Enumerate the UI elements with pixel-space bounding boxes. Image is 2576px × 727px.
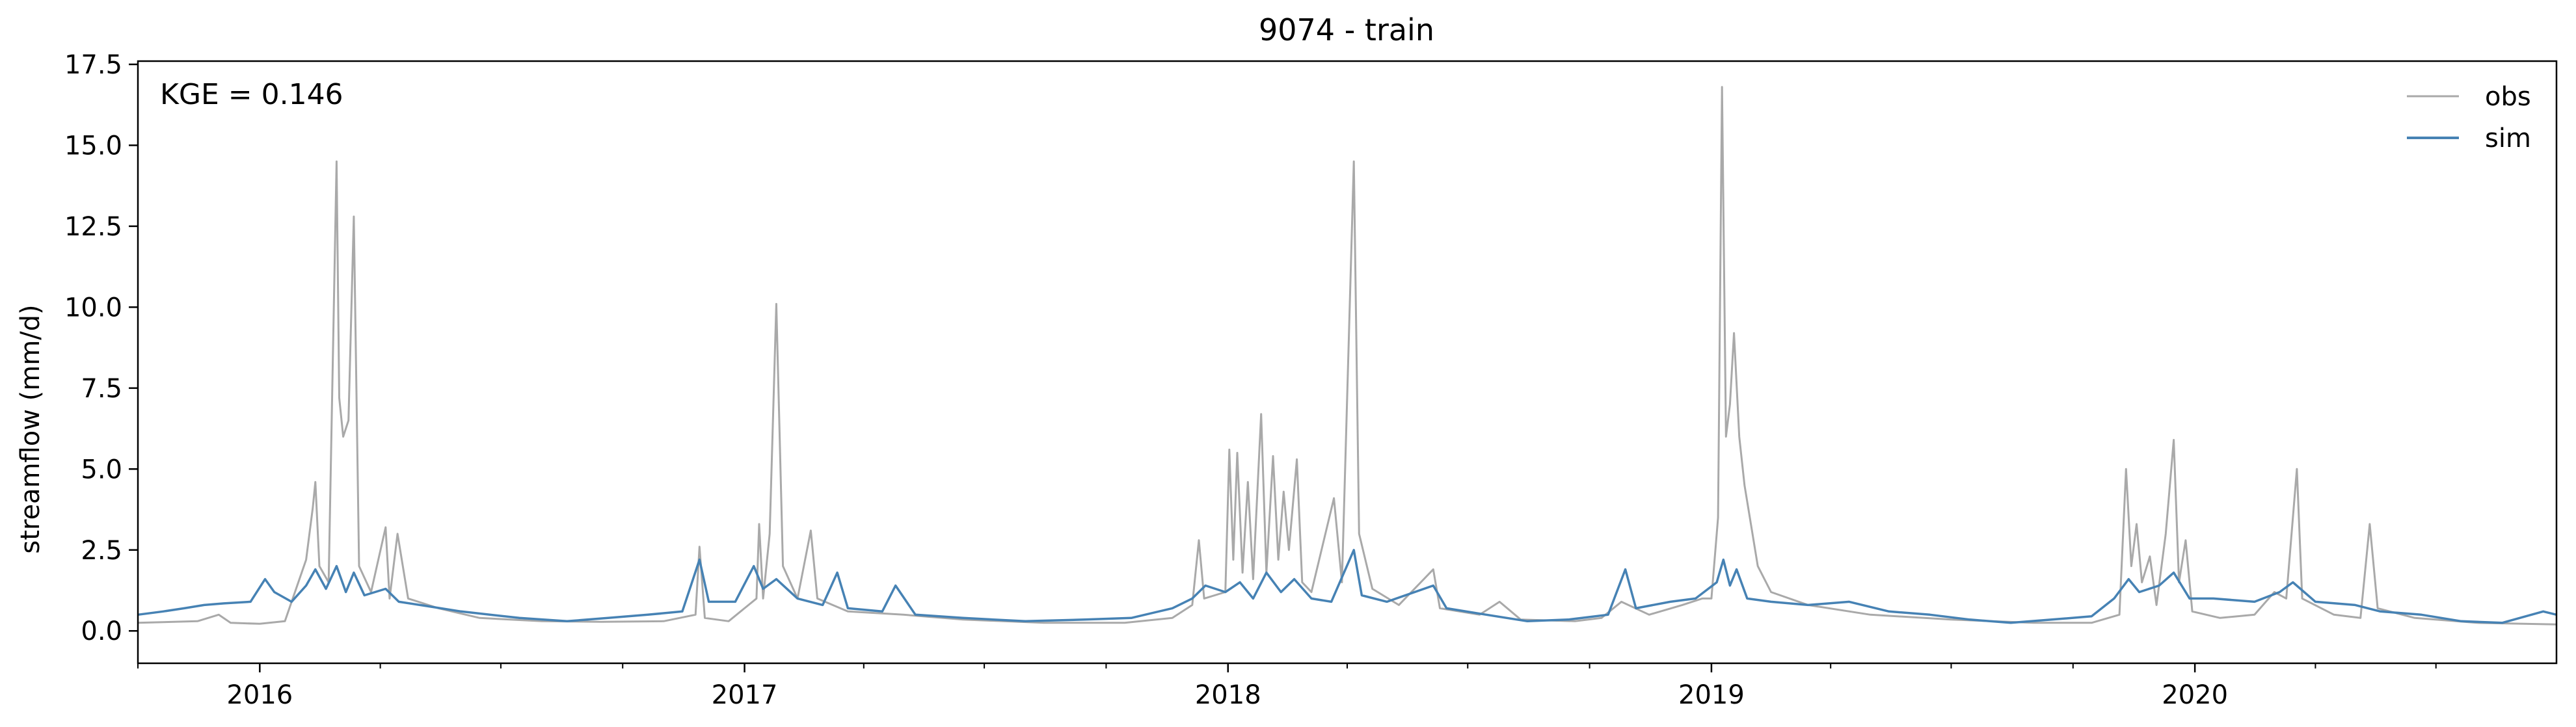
- y-tick-label: 17.5: [64, 50, 122, 80]
- y-tick-label: 15.0: [64, 131, 122, 161]
- y-tick-label: 0.0: [81, 616, 122, 646]
- legend: obs sim: [2407, 82, 2531, 153]
- series-line-sim: [137, 549, 2557, 624]
- plot-frame: [137, 60, 2558, 665]
- plot-area: [137, 86, 2557, 626]
- y-axis-label: streamflow (mm/d): [16, 304, 46, 553]
- series-line-obs: [137, 86, 2557, 626]
- y-tick-label: 10.0: [64, 293, 122, 323]
- y-tick-label: 2.5: [81, 536, 122, 566]
- x-tick-label: 2020: [2162, 680, 2228, 710]
- kge-annotation: KGE = 0.146: [160, 78, 343, 111]
- x-tick-label: 2016: [226, 680, 293, 710]
- x-tick-label: 2018: [1195, 680, 1261, 710]
- chart-title: 9074 - train: [1259, 12, 1434, 47]
- legend-label-sim: sim: [2485, 124, 2531, 153]
- x-tick-label: 2017: [712, 680, 778, 710]
- y-tick-label: 7.5: [81, 374, 122, 404]
- x-ticks: 2016 2017 2018 2019 2020: [137, 663, 2437, 710]
- x-tick-label: 2019: [1678, 680, 1745, 710]
- y-tick-label: 12.5: [64, 212, 122, 242]
- y-tick-label: 5.0: [81, 455, 122, 484]
- legend-label-obs: obs: [2485, 82, 2531, 112]
- y-ticks: 0.0 2.5 5.0 7.5 10.0 12.5 15.0 17.5: [64, 50, 138, 646]
